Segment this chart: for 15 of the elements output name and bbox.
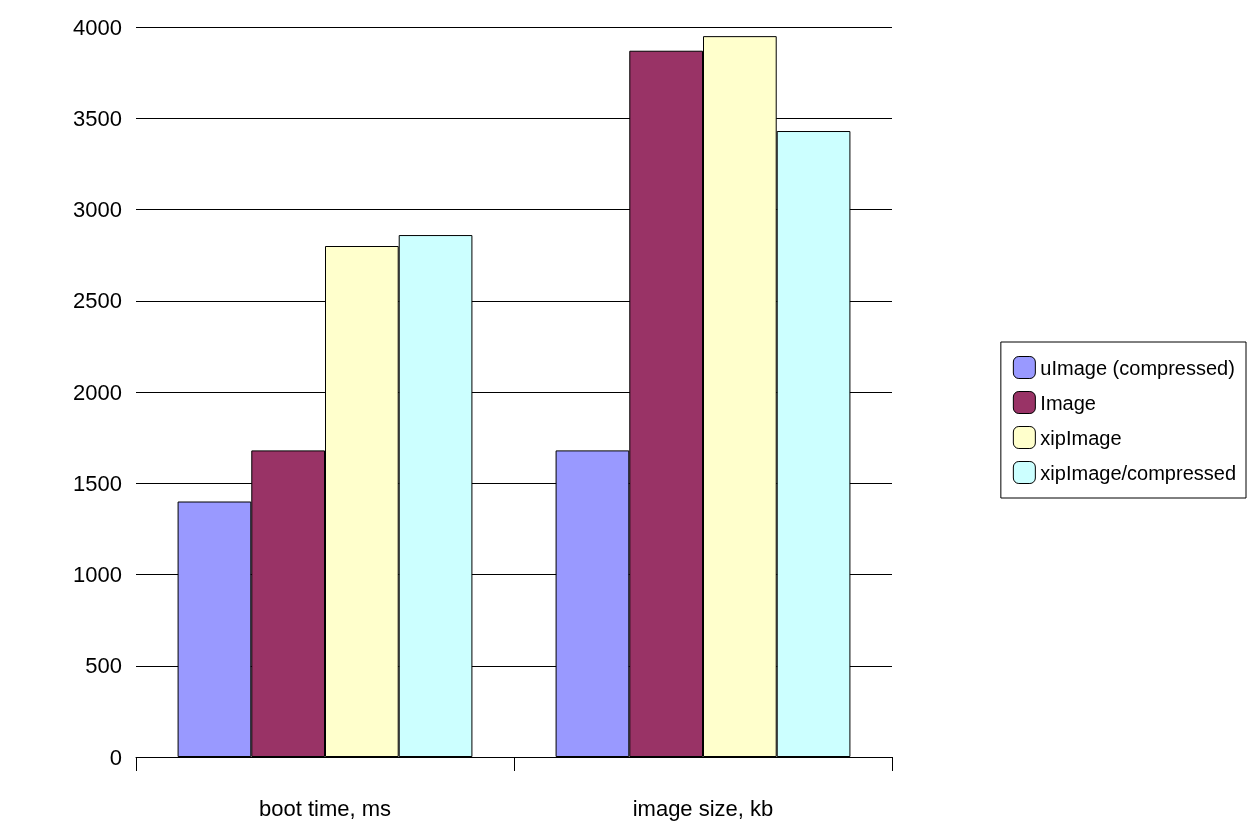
y-tick-label: 3000 (73, 197, 122, 222)
y-tick-label: 4000 (73, 14, 122, 40)
legend-label: xipImage (1040, 426, 1122, 449)
legend-label: Image (1040, 391, 1096, 414)
y-tick-label: 500 (85, 653, 122, 679)
y-tick-label: 1500 (73, 470, 122, 496)
legend-label: uImage (compressed) (1040, 356, 1235, 379)
y-tick-label: 2000 (73, 379, 122, 405)
y-tick-label: 0 (109, 744, 122, 770)
y-tick-label: 3500 (73, 105, 122, 131)
y-tick-label: 2500 (73, 288, 122, 314)
legend-label: xipImage/compressed (1040, 461, 1237, 484)
x-tick-label: boot time, ms (258, 795, 392, 821)
x-tick-label: image size, kb (632, 795, 774, 821)
y-tick-label: 1000 (73, 562, 122, 587)
